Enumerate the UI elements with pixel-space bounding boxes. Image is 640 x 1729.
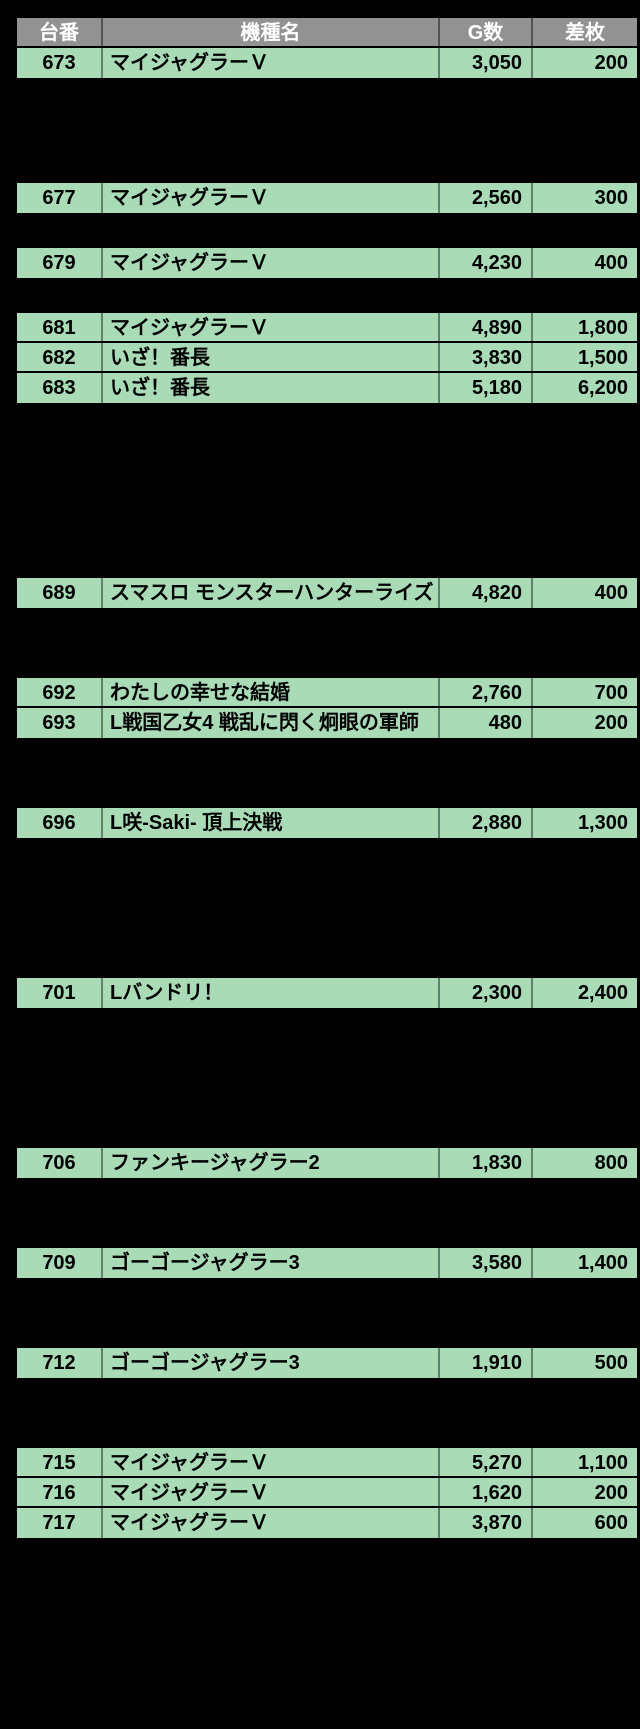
table-row[interactable]: 696 L咲-Saki- 頂上決戦 2,880 1,300 [15,806,639,840]
diff-medals-cell: 1,100 [577,1452,628,1474]
diff-medals-cell: 500 [594,1352,628,1374]
table-row[interactable]: 677 マイジャグラーＶ 2,560 300 [15,181,639,215]
game-count-cell: 4,890 [440,313,533,343]
game-count-cell: 3,050 [440,48,533,78]
machine-no-cell: 681 [17,313,103,343]
machine-name-cell: ファンキージャグラー2 [103,1148,440,1178]
machine-no-cell: 693 [17,708,103,738]
machine-name-cell: スマスロ モンスターハンターライズ [103,578,440,608]
diff-medals-cell: 1,300 [577,812,628,834]
table-row[interactable]: 701 Lバンドリ！ 2,300 2,400 [15,976,639,1010]
machine-no-cell: 716 [17,1478,103,1508]
game-count-cell: 4,820 [440,578,533,608]
table-row[interactable]: 717 マイジャグラーＶ 3,870 600 [15,1506,639,1540]
table-row[interactable]: 682 いざ！番長 3,830 1,500 [15,341,639,375]
machine-name-cell: マイジャグラーＶ [103,248,440,278]
diff-medals-cell: 200 [594,1482,628,1504]
diff-medals-cell: 800 [594,1152,628,1174]
machine-name-cell: ゴーゴージャグラー3 [103,1348,440,1378]
machine-name-cell: マイジャグラーＶ [103,1508,440,1538]
table-row[interactable]: 715 マイジャグラーＶ 5,270 1,100 [15,1446,639,1480]
table-row[interactable]: 709 ゴーゴージャグラー3 3,580 1,400 [15,1246,639,1280]
machine-name-cell: L咲-Saki- 頂上決戦 [103,808,440,838]
table-row[interactable]: 679 マイジャグラーＶ 4,230 400 [15,246,639,280]
table-row[interactable]: 712 ゴーゴージャグラー3 1,910 500 [15,1346,639,1380]
machine-no-cell: 677 [17,183,103,213]
machine-no-cell: 682 [17,343,103,373]
machine-name-cell: いざ！番長 [103,343,440,373]
table-row[interactable]: 681 マイジャグラーＶ 4,890 1,800 [15,311,639,345]
diff-medals-cell: 2,400 [577,982,628,1004]
machine-name-cell: マイジャグラーＶ [103,183,440,213]
diff-medals-cell: 6,200 [577,377,628,399]
machine-name-cell: Lバンドリ！ [103,978,440,1008]
table-row[interactable]: 716 マイジャグラーＶ 1,620 200 [15,1476,639,1510]
game-count-cell: 2,300 [440,978,533,1008]
machine-name-cell: L戦国乙女4 戦乱に閃く炯眼の軍師 [103,708,440,738]
table-row[interactable]: 693 L戦国乙女4 戦乱に閃く炯眼の軍師 480 200 [15,706,639,740]
machine-no-cell: 717 [17,1508,103,1538]
machine-name-cell: マイジャグラーＶ [103,1448,440,1478]
machine-no-cell: 673 [17,48,103,78]
game-count-cell: 3,870 [440,1508,533,1538]
game-count-cell: 5,270 [440,1448,533,1478]
machine-name-cell: マイジャグラーＶ [103,1478,440,1508]
diff-medals-cell: 400 [594,252,628,274]
diff-medals-cell: 300 [594,187,628,209]
diff-medals-cell: 200 [594,52,628,74]
game-count-cell: 3,830 [440,343,533,373]
game-count-cell: 5,180 [440,373,533,403]
machine-name-cell: ゴーゴージャグラー3 [103,1248,440,1278]
machine-no-cell: 696 [17,808,103,838]
table-header-row: 台番 機種名 G数 差枚 [15,16,639,50]
table-row[interactable]: 673 マイジャグラーＶ 3,050 200 [15,46,639,80]
machine-name-cell: わたしの幸せな結婚 [103,678,440,708]
game-count-cell: 2,880 [440,808,533,838]
table-row[interactable]: 683 いざ！番長 5,180 6,200 [15,371,639,405]
machine-no-cell: 715 [17,1448,103,1478]
header-cell-diff-medals: 差枚 [565,22,605,44]
machine-name-cell: マイジャグラーＶ [103,313,440,343]
game-count-cell: 1,830 [440,1148,533,1178]
machine-no-cell: 709 [17,1248,103,1278]
game-count-cell: 3,580 [440,1248,533,1278]
game-count-cell: 480 [440,708,533,738]
header-cell-machine-name: 機種名 [103,18,440,48]
diff-medals-cell: 700 [594,682,628,704]
table-row[interactable]: 692 わたしの幸せな結婚 2,760 700 [15,676,639,710]
machine-no-cell: 683 [17,373,103,403]
table-row[interactable]: 706 ファンキージャグラー2 1,830 800 [15,1146,639,1180]
machine-no-cell: 692 [17,678,103,708]
machine-no-cell: 689 [17,578,103,608]
header-cell-machine-no: 台番 [17,18,103,48]
diff-medals-cell: 1,800 [577,317,628,339]
game-count-cell: 1,620 [440,1478,533,1508]
machine-name-cell: いざ！番長 [103,373,440,403]
machine-no-cell: 701 [17,978,103,1008]
machine-name-cell: マイジャグラーＶ [103,48,440,78]
diff-medals-cell: 600 [594,1512,628,1534]
diff-medals-cell: 1,500 [577,347,628,369]
game-count-cell: 2,560 [440,183,533,213]
header-cell-game-count: G数 [440,18,533,48]
diff-medals-cell: 1,400 [577,1252,628,1274]
game-count-cell: 1,910 [440,1348,533,1378]
machine-no-cell: 679 [17,248,103,278]
diff-medals-cell: 200 [594,712,628,734]
table-row[interactable]: 689 スマスロ モンスターハンターライズ 4,820 400 [15,576,639,610]
machine-no-cell: 712 [17,1348,103,1378]
game-count-cell: 2,760 [440,678,533,708]
machine-no-cell: 706 [17,1148,103,1178]
diff-medals-cell: 400 [594,582,628,604]
game-count-cell: 4,230 [440,248,533,278]
